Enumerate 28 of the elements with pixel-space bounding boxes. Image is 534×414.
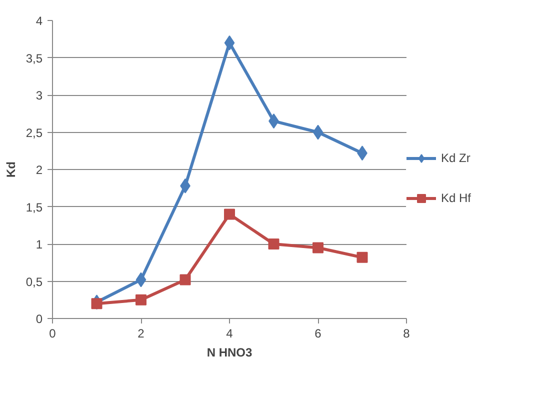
x-axis-title: N HNO3 (206, 346, 252, 360)
point (224, 35, 235, 50)
y-axis-title: Kd (4, 162, 18, 178)
point (312, 242, 324, 254)
y-tick-label: 1 (36, 238, 43, 252)
legend-label: Kd Hf (441, 191, 472, 205)
x-tick-label: 8 (403, 326, 410, 340)
point (268, 238, 280, 250)
point (356, 252, 368, 263)
x-tick-label: 2 (138, 326, 145, 340)
y-tick-label: 3 (36, 88, 43, 102)
y-tick-label: 2 (36, 163, 43, 177)
point (91, 298, 102, 310)
y-tick-label: 0,5 (26, 274, 43, 289)
point (224, 208, 235, 220)
point (136, 294, 146, 306)
y-tick-label: 4 (36, 14, 43, 28)
point (136, 272, 146, 288)
x-tick-label: 4 (226, 326, 234, 340)
y-tick-label: 0 (36, 312, 43, 326)
point (180, 274, 191, 286)
x-tick-label: 0 (49, 326, 56, 340)
y-tick-label: 2,5 (26, 126, 43, 140)
y-tick-label: 3,5 (26, 51, 43, 66)
x-tick-label: 6 (314, 326, 322, 340)
legend-label: Kd Zr (441, 151, 470, 165)
y-tick-label: 1,5 (26, 200, 43, 214)
point (312, 124, 324, 140)
